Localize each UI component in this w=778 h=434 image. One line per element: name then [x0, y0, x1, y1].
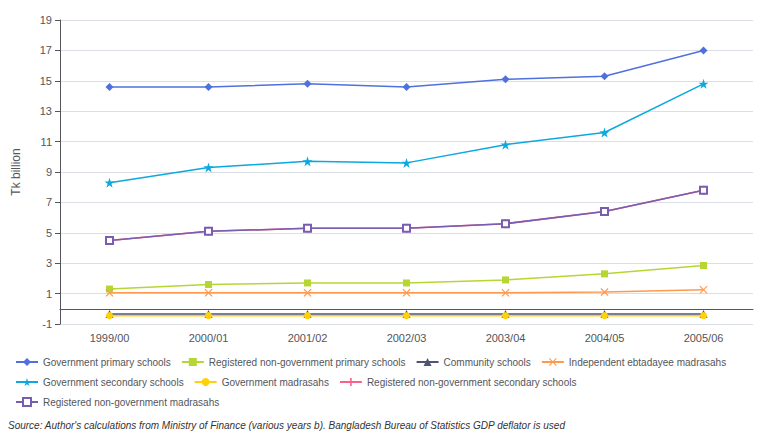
svg-text:Registered non-government madr: Registered non-government madrasahs	[43, 397, 219, 408]
svg-text:11: 11	[41, 136, 52, 148]
svg-text:Registered non-government prim: Registered non-government primary school…	[209, 357, 406, 368]
svg-text:2003/04: 2003/04	[486, 332, 526, 344]
svg-text:Government madrasahs: Government madrasahs	[222, 377, 329, 388]
svg-text:15: 15	[40, 75, 52, 87]
svg-text:9: 9	[46, 166, 52, 178]
svg-text:Independent ebtadayee madrasah: Independent ebtadayee madrasahs	[569, 357, 726, 368]
svg-text:3: 3	[46, 257, 52, 269]
svg-text:2001/02: 2001/02	[288, 332, 328, 344]
svg-text:2004/05: 2004/05	[585, 332, 625, 344]
svg-text:Community schools: Community schools	[444, 357, 531, 368]
svg-text:2000/01: 2000/01	[189, 332, 229, 344]
svg-text:1: 1	[46, 288, 52, 300]
svg-text:2005/06: 2005/06	[684, 332, 724, 344]
svg-text:7: 7	[46, 196, 52, 208]
svg-text:-1: -1	[42, 318, 52, 330]
svg-text:Government secondary schools: Government secondary schools	[43, 377, 184, 388]
svg-text:5: 5	[46, 227, 52, 239]
svg-text:Registered non-government seco: Registered non-government secondary scho…	[367, 377, 577, 388]
svg-text:Source: Author's calculations: Source: Author's calculations from Minis…	[8, 420, 565, 431]
svg-text:Tk billion: Tk billion	[9, 148, 23, 195]
svg-text:Government primary schools: Government primary schools	[43, 357, 171, 368]
svg-text:1999/00: 1999/00	[90, 332, 130, 344]
svg-text:2002/03: 2002/03	[387, 332, 427, 344]
svg-text:19: 19	[40, 14, 52, 26]
svg-text:13: 13	[40, 105, 52, 117]
svg-text:17: 17	[40, 44, 52, 56]
